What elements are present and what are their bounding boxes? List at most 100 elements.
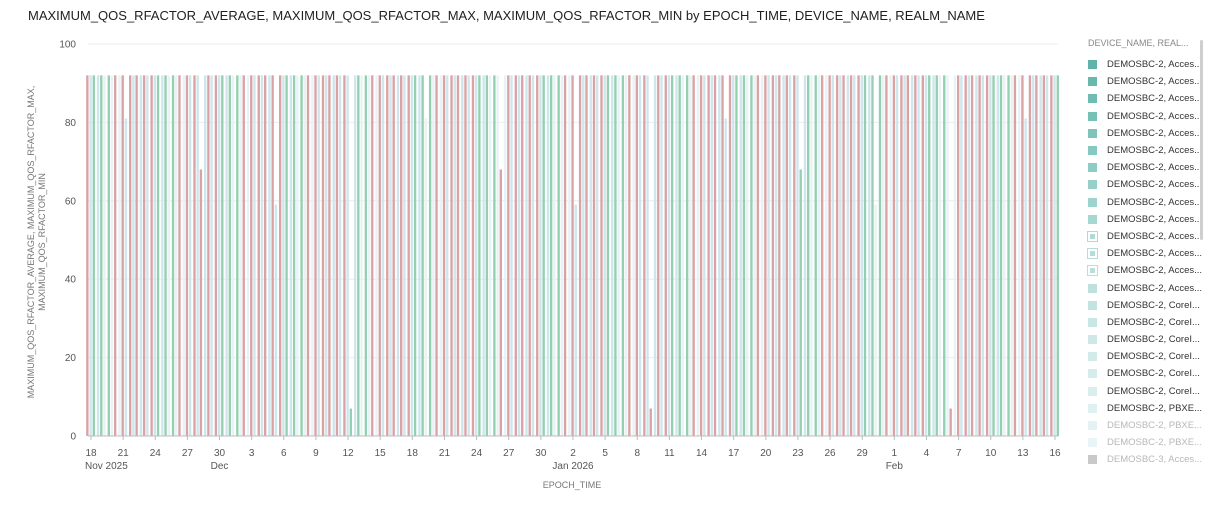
bar[interactable]: [271, 75, 274, 437]
bar[interactable]: [453, 75, 456, 437]
bar[interactable]: [121, 75, 124, 437]
bar[interactable]: [514, 75, 517, 437]
bar[interactable]: [439, 75, 443, 437]
bar[interactable]: [139, 75, 143, 437]
bar[interactable]: [392, 75, 395, 437]
bar[interactable]: [525, 75, 528, 437]
bar[interactable]: [678, 75, 681, 437]
legend-item[interactable]: DEMOSBC-2, Acces...: [1082, 176, 1212, 193]
bar[interactable]: [278, 75, 282, 437]
bar[interactable]: [325, 75, 328, 437]
bar[interactable]: [549, 75, 553, 437]
bar[interactable]: [306, 75, 310, 437]
bar[interactable]: [210, 75, 213, 437]
bar[interactable]: [107, 75, 110, 437]
bar[interactable]: [653, 75, 657, 437]
legend-item[interactable]: DEMOSBC-2, Acces...: [1082, 228, 1212, 245]
legend-item[interactable]: DEMOSBC-2, PBXE...: [1082, 417, 1212, 434]
bar[interactable]: [739, 75, 742, 437]
bar[interactable]: [539, 75, 542, 437]
bar[interactable]: [1007, 75, 1010, 437]
bar[interactable]: [536, 75, 539, 437]
legend-item[interactable]: DEMOSBC-2, CoreI...: [1082, 314, 1212, 331]
bar[interactable]: [196, 75, 199, 437]
bar[interactable]: [378, 75, 381, 437]
bar[interactable]: [967, 75, 971, 437]
bar[interactable]: [386, 75, 389, 437]
bar[interactable]: [257, 75, 260, 437]
bar[interactable]: [274, 204, 278, 436]
bar[interactable]: [225, 75, 228, 437]
bar[interactable]: [410, 75, 414, 437]
bar[interactable]: [707, 75, 710, 437]
bar[interactable]: [214, 75, 218, 437]
bar[interactable]: [553, 75, 556, 437]
bar[interactable]: [467, 75, 470, 437]
bar[interactable]: [611, 75, 614, 437]
bar[interactable]: [263, 75, 267, 437]
bar[interactable]: [292, 75, 296, 437]
bar[interactable]: [456, 75, 460, 437]
bar[interactable]: [921, 75, 925, 437]
bar[interactable]: [236, 75, 239, 437]
bar[interactable]: [96, 75, 100, 437]
bar[interactable]: [960, 75, 963, 437]
bar[interactable]: [1021, 75, 1024, 437]
bar[interactable]: [975, 75, 978, 437]
bar[interactable]: [732, 75, 735, 437]
bar[interactable]: [1045, 75, 1049, 437]
bar[interactable]: [503, 75, 507, 437]
bar[interactable]: [932, 75, 935, 437]
legend-item[interactable]: DEMOSBC-2, CoreI...: [1082, 331, 1212, 348]
bar[interactable]: [964, 75, 967, 437]
bar[interactable]: [1024, 118, 1027, 436]
bar[interactable]: [756, 75, 760, 437]
legend-item[interactable]: DEMOSBC-2, Acces...: [1082, 211, 1212, 228]
bar[interactable]: [774, 75, 778, 437]
bar[interactable]: [745, 75, 749, 437]
bar[interactable]: [207, 75, 210, 437]
bar[interactable]: [592, 75, 596, 437]
bar[interactable]: [86, 75, 89, 437]
bar[interactable]: [461, 75, 464, 437]
legend-item[interactable]: DEMOSBC-2, Acces...: [1082, 73, 1212, 90]
bar[interactable]: [882, 75, 885, 437]
bar[interactable]: [643, 75, 646, 437]
legend-item[interactable]: DEMOSBC-2, Acces...: [1082, 56, 1212, 73]
bar[interactable]: [510, 75, 513, 437]
bar[interactable]: [146, 75, 149, 437]
bar[interactable]: [871, 75, 874, 437]
bar[interactable]: [282, 75, 285, 437]
bar[interactable]: [681, 75, 685, 437]
bar[interactable]: [314, 75, 317, 437]
bar[interactable]: [161, 75, 164, 437]
bar[interactable]: [357, 75, 360, 437]
bar[interactable]: [343, 75, 346, 437]
bar[interactable]: [649, 408, 652, 436]
bar[interactable]: [557, 75, 560, 437]
bar[interactable]: [839, 75, 842, 437]
bar[interactable]: [846, 75, 850, 437]
bar[interactable]: [664, 75, 667, 437]
bar[interactable]: [831, 75, 835, 437]
bar[interactable]: [424, 118, 428, 436]
bar[interactable]: [814, 75, 817, 437]
bar[interactable]: [367, 75, 371, 437]
bar[interactable]: [571, 75, 574, 437]
bar[interactable]: [946, 75, 949, 437]
bar[interactable]: [442, 75, 446, 437]
legend-item[interactable]: DEMOSBC-2, Acces...: [1082, 194, 1212, 211]
bar[interactable]: [992, 75, 995, 437]
legend-item[interactable]: DEMOSBC-2, Acces...: [1082, 142, 1212, 159]
bar[interactable]: [660, 75, 663, 437]
bar[interactable]: [349, 408, 353, 436]
bar[interactable]: [868, 75, 871, 437]
bar[interactable]: [389, 75, 392, 437]
bar[interactable]: [1042, 75, 1046, 437]
bar[interactable]: [300, 75, 303, 437]
bar[interactable]: [1050, 75, 1053, 437]
bar[interactable]: [817, 75, 821, 437]
bar[interactable]: [204, 75, 207, 437]
bar[interactable]: [842, 75, 845, 437]
legend-item[interactable]: DEMOSBC-2, Acces...: [1082, 125, 1212, 142]
